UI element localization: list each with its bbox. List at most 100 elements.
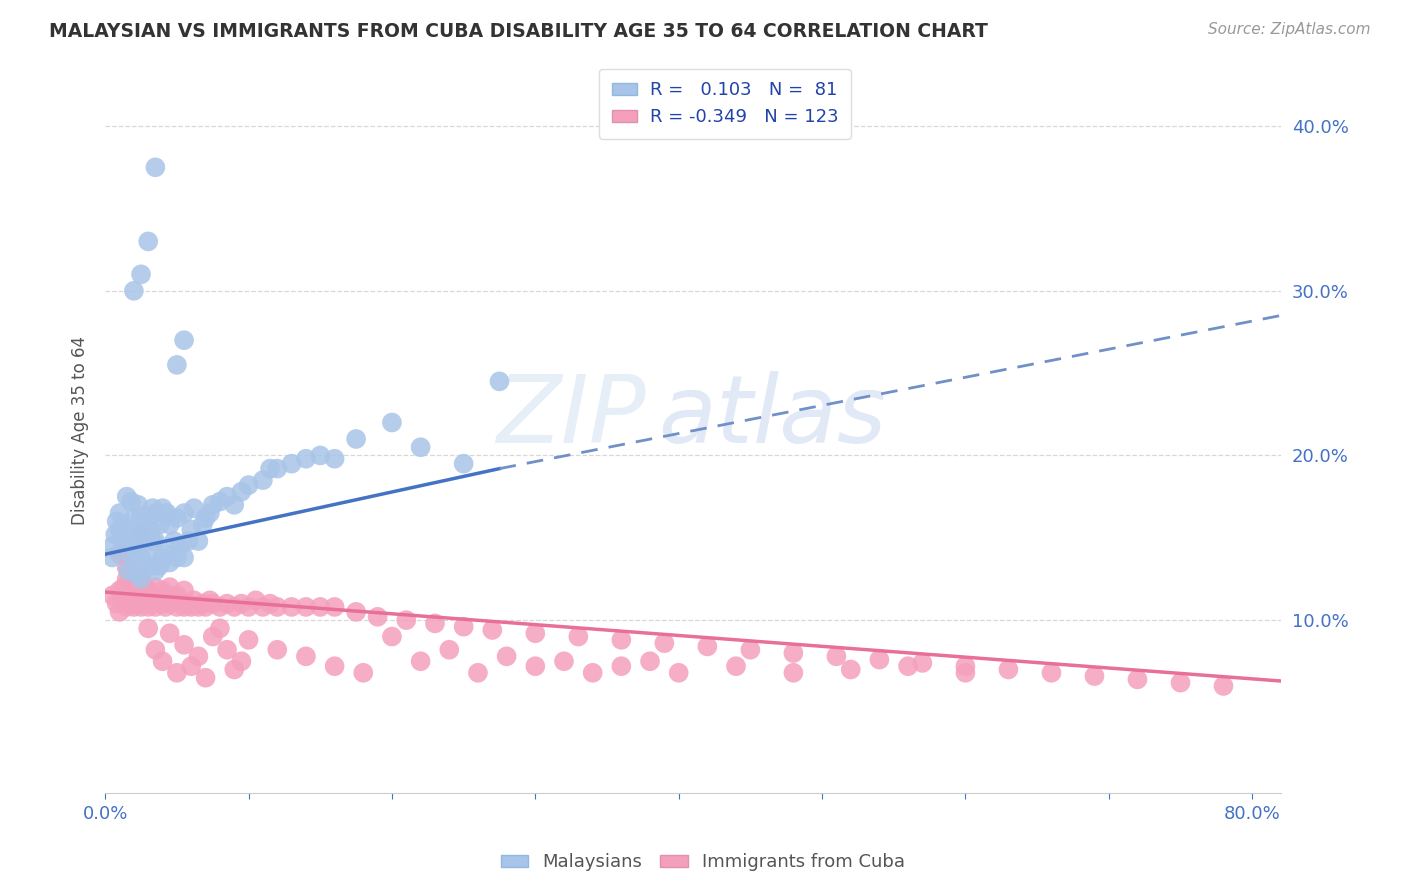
Point: [467, 665, 489, 680]
Point: [224, 599, 246, 614]
Point: [567, 630, 589, 644]
Point: [610, 659, 633, 673]
Point: [129, 268, 152, 282]
Point: [224, 663, 246, 677]
Point: [266, 642, 288, 657]
Point: [740, 642, 762, 657]
Point: [381, 416, 404, 430]
Point: [166, 511, 188, 525]
Point: [173, 583, 195, 598]
Point: [481, 623, 503, 637]
Point: [524, 626, 547, 640]
Point: [309, 599, 332, 614]
Point: [187, 649, 209, 664]
Point: [1040, 665, 1063, 680]
Point: [252, 473, 274, 487]
Point: [152, 550, 174, 565]
Point: [139, 558, 162, 573]
Point: [115, 544, 138, 558]
Point: [122, 556, 145, 570]
Point: [201, 597, 224, 611]
Point: [217, 490, 239, 504]
Text: Source: ZipAtlas.com: Source: ZipAtlas.com: [1208, 22, 1371, 37]
Point: [117, 564, 139, 578]
Point: [134, 523, 156, 537]
Point: [136, 550, 159, 565]
Point: [134, 560, 156, 574]
Point: [127, 498, 149, 512]
Point: [152, 597, 174, 611]
Point: [231, 654, 253, 668]
Point: [115, 599, 138, 614]
Point: [173, 550, 195, 565]
Point: [136, 511, 159, 525]
Point: [238, 478, 260, 492]
Point: [696, 640, 718, 654]
Point: [208, 494, 231, 508]
Point: [156, 588, 179, 602]
Point: [245, 593, 267, 607]
Point: [145, 599, 167, 614]
Point: [453, 457, 475, 471]
Point: [997, 663, 1019, 677]
Point: [323, 659, 346, 673]
Point: [668, 665, 690, 680]
Point: [159, 556, 181, 570]
Point: [495, 649, 517, 664]
Point: [111, 534, 134, 549]
Point: [108, 583, 131, 598]
Point: [145, 564, 167, 578]
Point: [145, 161, 167, 175]
Point: [105, 597, 128, 611]
Point: [259, 461, 281, 475]
Point: [344, 605, 367, 619]
Point: [423, 616, 446, 631]
Point: [194, 511, 217, 525]
Point: [208, 599, 231, 614]
Point: [323, 451, 346, 466]
Point: [198, 593, 221, 607]
Point: [105, 514, 128, 528]
Point: [108, 523, 131, 537]
Point: [134, 580, 156, 594]
Point: [352, 665, 374, 680]
Point: [367, 609, 389, 624]
Point: [280, 599, 302, 614]
Point: [136, 599, 159, 614]
Point: [112, 531, 135, 545]
Point: [201, 630, 224, 644]
Point: [295, 599, 318, 614]
Point: [159, 626, 181, 640]
Point: [180, 659, 202, 673]
Point: [187, 599, 209, 614]
Point: [177, 597, 200, 611]
Point: [159, 597, 181, 611]
Point: [136, 235, 159, 249]
Point: [101, 550, 124, 565]
Point: [125, 566, 148, 581]
Point: [152, 583, 174, 598]
Point: [231, 597, 253, 611]
Point: [129, 572, 152, 586]
Point: [782, 646, 804, 660]
Point: [129, 527, 152, 541]
Point: [155, 547, 177, 561]
Point: [108, 506, 131, 520]
Point: [955, 659, 977, 673]
Point: [295, 649, 318, 664]
Point: [638, 654, 661, 668]
Point: [163, 593, 186, 607]
Point: [238, 599, 260, 614]
Point: [115, 490, 138, 504]
Point: [122, 588, 145, 602]
Point: [180, 523, 202, 537]
Point: [129, 550, 152, 565]
Point: [224, 498, 246, 512]
Point: [149, 558, 172, 573]
Point: [141, 588, 163, 602]
Point: [259, 597, 281, 611]
Point: [149, 593, 172, 607]
Text: ZIP: ZIP: [496, 371, 645, 462]
Point: [152, 501, 174, 516]
Point: [654, 636, 676, 650]
